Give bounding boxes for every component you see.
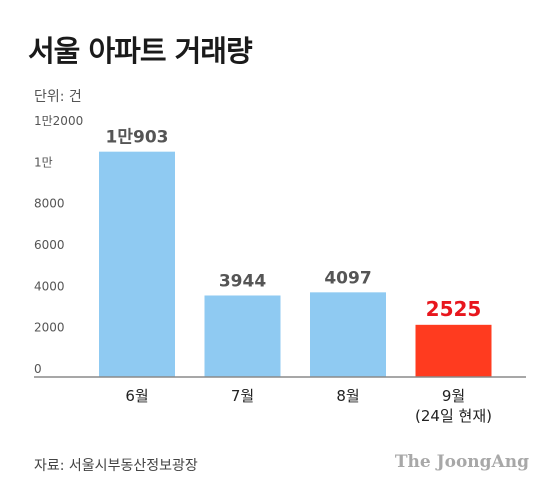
bar-4	[415, 324, 492, 377]
data-label-4: 2525	[426, 297, 482, 321]
data-label-1: 1만903	[106, 128, 169, 148]
y-tick-label: 1만	[34, 155, 53, 169]
data-label-3: 4097	[324, 268, 371, 288]
unit-label: 단위: 건	[34, 89, 82, 105]
category-label-4: 9월	[442, 387, 465, 405]
bar-2	[204, 295, 281, 377]
y-tick-label: 4000	[34, 279, 65, 293]
chart-title: 서울 아파트 거래량	[28, 34, 253, 68]
y-tick-label: 8000	[34, 197, 65, 211]
x-axis-labels: 6월 7월 8월 9월 (24일 현재)	[125, 387, 492, 425]
bar-3	[310, 292, 386, 377]
category-label-1: 6월	[125, 387, 148, 405]
y-tick-label: 0	[34, 362, 42, 376]
bars: 1만903 3944 4097 2525	[99, 128, 492, 377]
category-label-3: 8월	[336, 387, 359, 405]
category-label-2: 7월	[231, 387, 254, 405]
y-tick-label: 2000	[34, 321, 65, 335]
y-axis-ticks: 0 2000 4000 6000 8000 1만 1만2000	[34, 114, 83, 376]
bar-1	[99, 151, 175, 377]
source-note: 자료: 서울시부동산정보광장	[34, 458, 198, 474]
category-sublabel-4: (24일 현재)	[415, 407, 492, 425]
brand-logo: The JoongAng	[394, 452, 529, 472]
y-tick-label: 1만2000	[34, 114, 83, 128]
y-tick-label: 6000	[34, 238, 65, 252]
data-label-2: 3944	[219, 271, 266, 291]
